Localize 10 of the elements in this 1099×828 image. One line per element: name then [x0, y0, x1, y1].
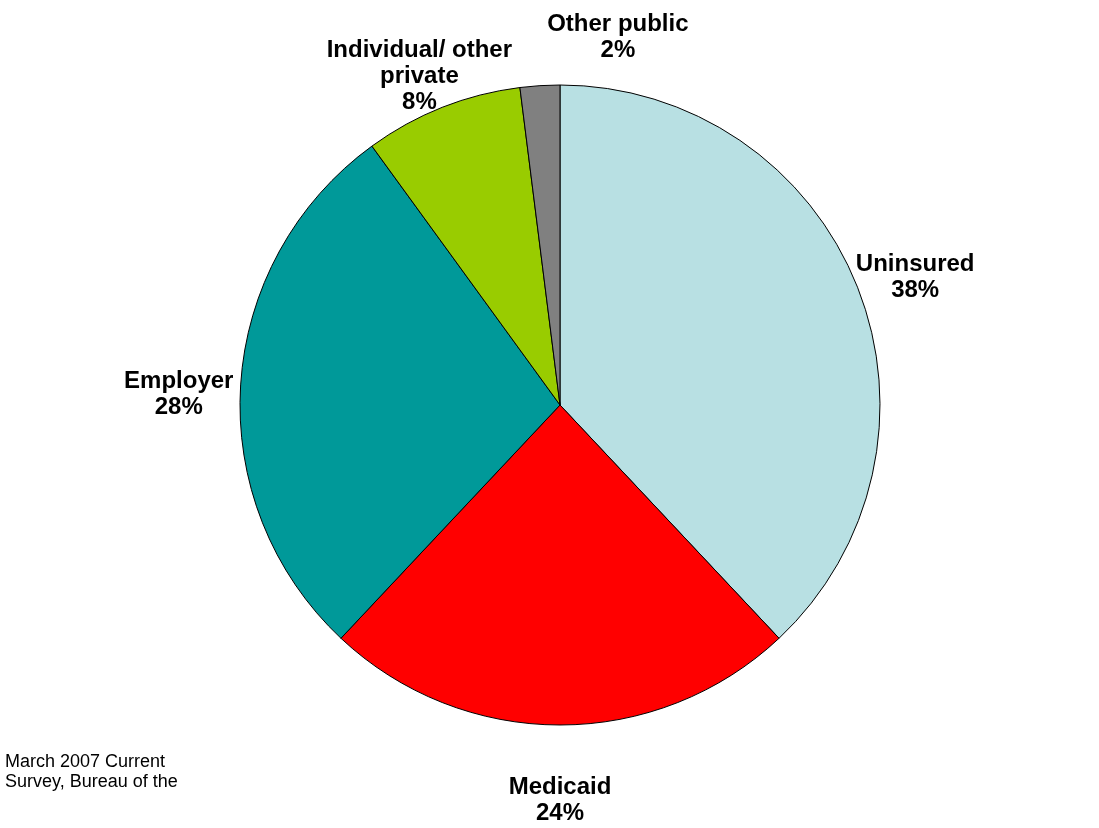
data-label: 8%: [402, 86, 437, 114]
data-label: 38%: [891, 275, 940, 303]
slice-label: Medicaid: [508, 772, 612, 799]
slice-label: Employer: [124, 366, 234, 394]
slice-label: Uninsured: [855, 249, 975, 277]
slice-label: Other public: [547, 8, 689, 36]
slice-label: Individual/ other private: [326, 34, 513, 88]
data-label: 24%: [535, 798, 585, 825]
text: March 2007 Current Survey, Bureau of the: [5, 751, 178, 791]
data-label: 28%: [154, 392, 203, 420]
